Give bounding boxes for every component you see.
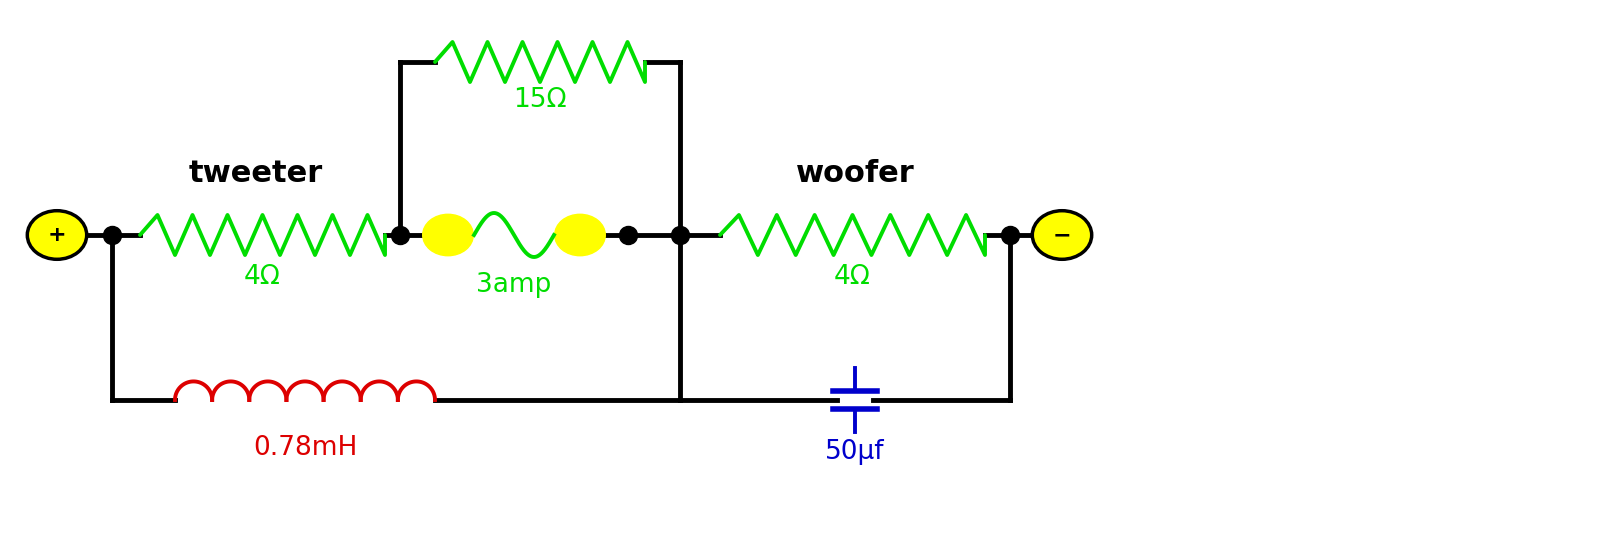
- Text: 15Ω: 15Ω: [514, 87, 566, 113]
- Text: woofer: woofer: [795, 159, 914, 187]
- Text: 4Ω: 4Ω: [245, 264, 282, 290]
- Text: 3amp: 3amp: [477, 272, 552, 298]
- Text: +: +: [48, 225, 66, 245]
- Text: 0.78mH: 0.78mH: [253, 435, 357, 461]
- Ellipse shape: [27, 211, 86, 260]
- Ellipse shape: [555, 214, 605, 256]
- Ellipse shape: [1032, 211, 1091, 260]
- Text: −: −: [1053, 225, 1072, 245]
- Text: tweeter: tweeter: [189, 159, 323, 187]
- Text: 50μf: 50μf: [826, 439, 885, 465]
- Ellipse shape: [422, 214, 474, 256]
- Text: 4Ω: 4Ω: [834, 264, 870, 290]
